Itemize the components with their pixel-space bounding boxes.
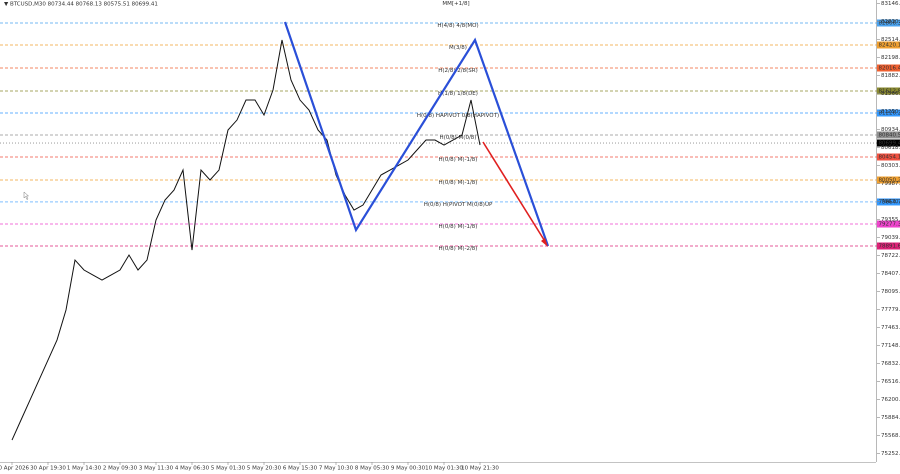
- y-tick-label: 82514.30: [881, 37, 900, 43]
- level-price-label: 79664.73: [879, 199, 900, 205]
- x-tick-label: 5 May 20:30: [247, 466, 282, 472]
- y-tick-label: 76200.45: [881, 397, 900, 403]
- level-label: H(0/8) HAPIVOT 0/8(HAPIVOT): [417, 113, 499, 119]
- chart-title: ▼ BTCUSD,M30 80734.44 80768.13 80575.51 …: [4, 2, 158, 8]
- y-tick-label: 81566.80: [881, 91, 900, 97]
- level-price-box: [877, 109, 900, 117]
- level-price-box: [877, 131, 900, 139]
- level-price-label: 81612.83: [879, 88, 900, 94]
- y-tick-label: 76516.45: [881, 379, 900, 385]
- current-price-label: 80699.41: [879, 141, 900, 147]
- y-tick-label: 79987.00: [881, 181, 900, 187]
- y-tick-label: 75568.45: [881, 433, 900, 439]
- level-price-box: [877, 87, 900, 95]
- x-tick-label: 1 May 14:30: [67, 466, 102, 472]
- series: [11, 39, 481, 441]
- y-tick-label: 78407.60: [881, 271, 900, 277]
- cursor: [23, 191, 30, 200]
- price-line: [11, 39, 481, 441]
- y-tick-label: 77779.85: [881, 307, 900, 313]
- x-tick-label: 9 May 00:30: [391, 466, 426, 472]
- pattern: [283, 21, 550, 247]
- y-tick-label: 75884.45: [881, 415, 900, 421]
- level-price-box: [877, 242, 900, 250]
- x-tick-label: 8 May 05:30: [355, 466, 390, 472]
- x-tick-label: 30 Apr 2026: [0, 466, 30, 472]
- level-price-label: 81226.27: [879, 111, 900, 117]
- levels: H(4/8) 4/8(MO) 82806.35 M(3/8) 82420.17 H(2/…: [0, 1, 900, 252]
- x-tick-label: 4 May 06:30: [175, 466, 210, 472]
- x-tick-label: 3 May 11:30: [139, 466, 174, 472]
- level-label: H(0/8) H(PIVOT M(0/8)UP: [424, 202, 493, 208]
- level-price-label: 80454.12: [879, 154, 900, 160]
- level-price-box: [877, 41, 900, 49]
- y-tick-label: 77148.15: [881, 343, 900, 349]
- y-tick-label: 79670.90: [881, 199, 900, 205]
- y-tick-label: 75252.65: [881, 451, 900, 457]
- level-price-label: 82016.44: [879, 65, 900, 71]
- current-price-box: [877, 139, 900, 147]
- arrow-head: [541, 238, 548, 247]
- level-price-label: 80840.57: [879, 132, 900, 138]
- level-price-label: 82806.35: [879, 20, 900, 26]
- forecast-arrow: [482, 141, 547, 244]
- level-label: H(0/8) M(-1/8): [439, 157, 478, 163]
- x-tick-label: 5 May 01:30: [211, 466, 246, 472]
- level-price-box: [877, 19, 900, 27]
- level-label: H(0/8) M(0/8): [440, 135, 477, 141]
- level-price-box: [877, 220, 900, 228]
- harmonic-pattern: [283, 21, 550, 247]
- y-tick-label: 79039.40: [881, 235, 900, 241]
- level-price-box: [877, 176, 900, 184]
- y-tick-label: 83146.00: [881, 1, 900, 7]
- level-price-box: [877, 198, 900, 206]
- x-tick-label: 10 May 01:30: [425, 466, 463, 472]
- level-price-label: 80050.29: [879, 177, 900, 183]
- y-tick-label: 82198.40: [881, 55, 900, 61]
- level-label: M(3/8): [449, 45, 467, 51]
- y-tick-label: 80934.90: [881, 127, 900, 133]
- level-label: H(1/8) 1/8(DE): [438, 91, 478, 97]
- y-tick-label: 76832.15: [881, 361, 900, 367]
- y-tick-label: 78095.95: [881, 289, 900, 295]
- level-label: H(0/8) M(-1/8): [439, 224, 478, 230]
- y-tick-label: 82830.40: [881, 19, 900, 25]
- level-label: H(0/8) M(-2/8): [439, 246, 478, 252]
- level-price-box: [877, 153, 900, 161]
- y-tick-label: 81250.90: [881, 109, 900, 115]
- level-price-label: 82420.17: [879, 42, 900, 48]
- y-tick-label: 77463.65: [881, 325, 900, 331]
- level-label: H(4/8) 4/8(MO): [437, 23, 478, 29]
- x-tick-label: 30 Apr 19:30: [30, 466, 66, 472]
- level-price-label: 78891.62: [879, 244, 900, 250]
- level-label: H(2/8) 2/8(SR): [438, 68, 477, 74]
- y-tick-label: 79355.40: [881, 217, 900, 223]
- y-tick-label: 81882.80: [881, 73, 900, 79]
- level-label: H(0/8) M(-1/8): [439, 180, 478, 186]
- x-tick-label: 2 May 09:30: [103, 466, 138, 472]
- y-tick-label: 78722.50: [881, 253, 900, 259]
- top-label: MM[+1/8]: [442, 1, 469, 7]
- level-price-label: 79277.35: [879, 222, 900, 228]
- x-tick-label: 6 May 15:30: [283, 466, 318, 472]
- y-tick-label: 80618.90: [881, 145, 900, 151]
- level-price-box: [877, 64, 900, 72]
- x-tick-label: 10 May 21:30: [461, 466, 499, 472]
- y-tick-label: 80303.80: [881, 163, 900, 169]
- x-tick-label: 7 May 10:30: [319, 466, 354, 472]
